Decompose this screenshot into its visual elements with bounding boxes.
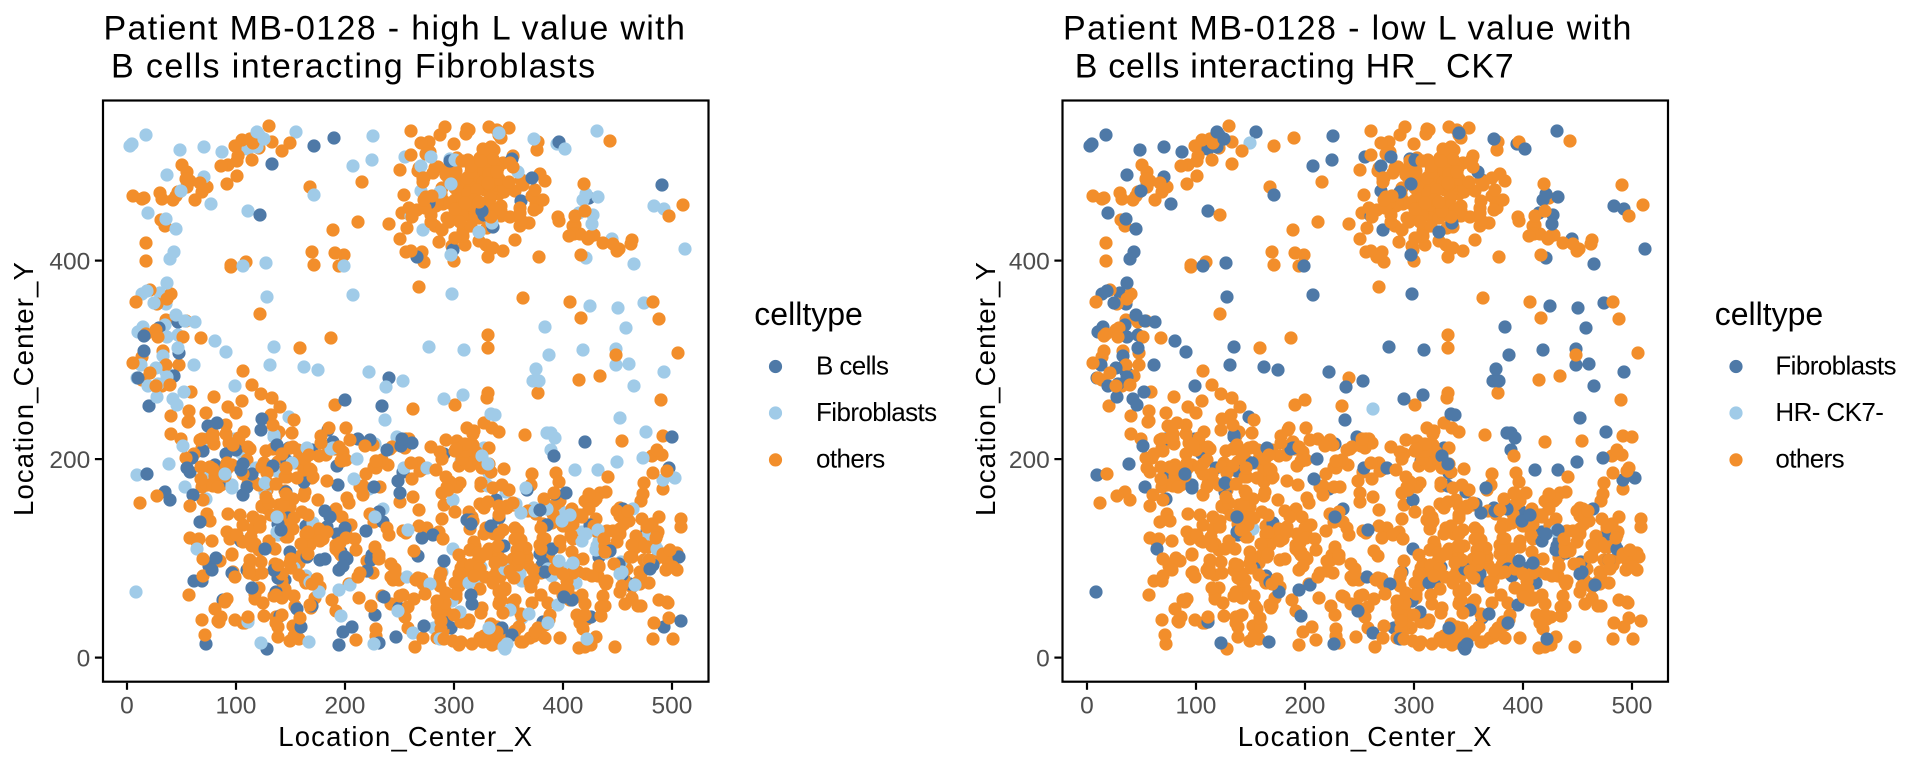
svg-text:celltype: celltype (1715, 296, 1824, 332)
svg-text:Fibroblasts: Fibroblasts (816, 397, 937, 427)
svg-text:Fibroblasts: Fibroblasts (1775, 350, 1896, 380)
svg-text:200: 200 (1009, 447, 1050, 474)
svg-text:200: 200 (325, 693, 366, 720)
svg-text:Location_Center_X: Location_Center_X (1238, 721, 1493, 752)
svg-text:500: 500 (652, 693, 693, 720)
svg-text:others: others (1775, 444, 1844, 474)
svg-text:500: 500 (1612, 693, 1653, 720)
svg-text:HR- CK7-: HR- CK7- (1775, 397, 1883, 427)
svg-text:300: 300 (1394, 693, 1435, 720)
svg-text:0: 0 (77, 645, 91, 672)
svg-text:400: 400 (49, 248, 90, 275)
svg-text:0: 0 (1036, 645, 1050, 672)
svg-text:B cells interacting Fibroblast: B cells interacting Fibroblasts (111, 47, 597, 85)
svg-text:Patient MB-0128 - low L value: Patient MB-0128 - low L value with (1063, 10, 1633, 48)
svg-text:Location_Center_X: Location_Center_X (278, 721, 533, 752)
svg-text:200: 200 (1285, 693, 1326, 720)
svg-text:400: 400 (1503, 693, 1544, 720)
svg-text:400: 400 (1009, 248, 1050, 275)
svg-text:0: 0 (1080, 693, 1094, 720)
svg-text:0: 0 (120, 693, 134, 720)
svg-text:Patient MB-0128 - high L value: Patient MB-0128 - high L value with (104, 10, 687, 48)
svg-text:200: 200 (49, 447, 90, 474)
svg-text:Location_Center_Y: Location_Center_Y (970, 261, 1001, 516)
svg-text:300: 300 (434, 693, 475, 720)
svg-text:100: 100 (1176, 693, 1217, 720)
svg-text:others: others (816, 444, 885, 474)
svg-text:100: 100 (216, 693, 257, 720)
svg-text:celltype: celltype (754, 296, 863, 332)
svg-text:Location_Center_Y: Location_Center_Y (8, 261, 39, 516)
svg-text:400: 400 (543, 693, 584, 720)
svg-text:B cells interacting HR_ CK7: B cells interacting HR_ CK7 (1075, 47, 1515, 85)
svg-text:B cells: B cells (816, 350, 889, 380)
